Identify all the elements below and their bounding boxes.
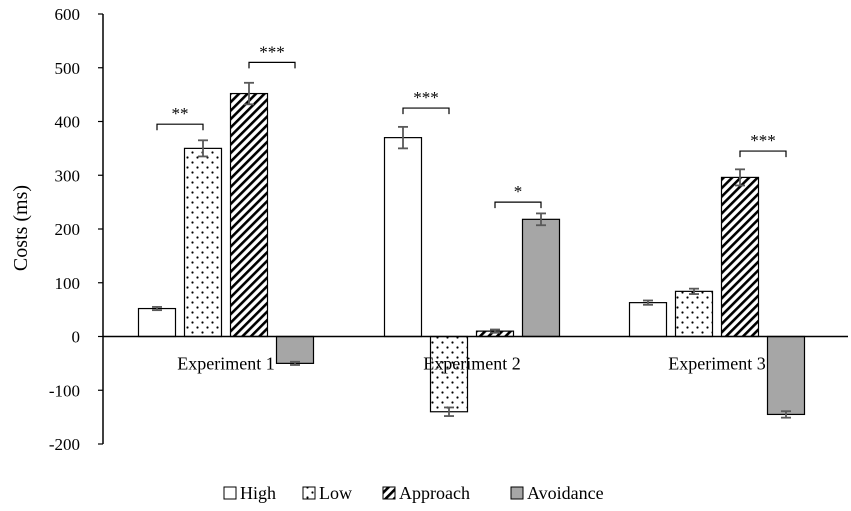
bar-approach bbox=[229, 92, 269, 338]
y-tick-label: 100 bbox=[55, 274, 81, 293]
legend-label-low: Low bbox=[319, 483, 352, 503]
significance-label: * bbox=[514, 182, 523, 201]
y-tick-label: 300 bbox=[55, 166, 81, 185]
bar-avoidance bbox=[521, 218, 561, 338]
bars bbox=[103, 81, 848, 419]
significance-label: ** bbox=[172, 104, 189, 123]
category-label: Experiment 3 bbox=[668, 354, 765, 374]
bar-approach bbox=[720, 176, 760, 338]
bar-avoidance bbox=[766, 335, 806, 416]
significance-label: *** bbox=[259, 42, 285, 61]
category-label: Experiment 1 bbox=[177, 354, 274, 374]
significance-bracket bbox=[156, 123, 204, 131]
bar-low bbox=[674, 290, 714, 338]
bar-low bbox=[429, 335, 469, 413]
category-labels: Experiment 1 Experiment 2 Experiment 3 bbox=[177, 354, 765, 374]
y-tick-label: 600 bbox=[55, 5, 81, 24]
y-tick-label: 500 bbox=[55, 59, 81, 78]
legend-label-high: High bbox=[240, 483, 276, 503]
y-tick-label: 0 bbox=[72, 328, 81, 347]
y-tick-label: -100 bbox=[49, 381, 80, 400]
legend-swatch-high bbox=[223, 486, 237, 500]
significance-bracket bbox=[402, 107, 450, 115]
significance-markers: ************ bbox=[156, 42, 787, 209]
bar-low bbox=[183, 147, 223, 338]
legend-swatch-approach bbox=[382, 486, 396, 500]
significance-label: *** bbox=[750, 131, 776, 150]
legend-swatch-avoidance bbox=[510, 486, 524, 500]
legend: High Low Approach Avoidance bbox=[223, 483, 604, 503]
axes: -200 -100 0 100 200 300 400 500 600 bbox=[49, 5, 104, 454]
category-label: Experiment 2 bbox=[423, 354, 520, 374]
significance-bracket bbox=[494, 201, 542, 209]
legend-swatch-low bbox=[302, 486, 316, 500]
y-axis-label: Costs (ms) bbox=[10, 185, 32, 271]
y-tick-label: 400 bbox=[55, 113, 81, 132]
bar-high bbox=[628, 302, 668, 338]
significance-bracket bbox=[248, 61, 296, 69]
bar-avoidance bbox=[275, 335, 315, 364]
y-tick-label: 200 bbox=[55, 220, 81, 239]
y-tick-label: -200 bbox=[49, 435, 80, 454]
significance-bracket bbox=[739, 150, 787, 158]
bar-high bbox=[137, 307, 177, 338]
significance-label: *** bbox=[413, 88, 439, 107]
legend-label-avoidance: Avoidance bbox=[527, 483, 604, 503]
legend-label-approach: Approach bbox=[399, 483, 470, 503]
bar-high bbox=[383, 137, 423, 338]
